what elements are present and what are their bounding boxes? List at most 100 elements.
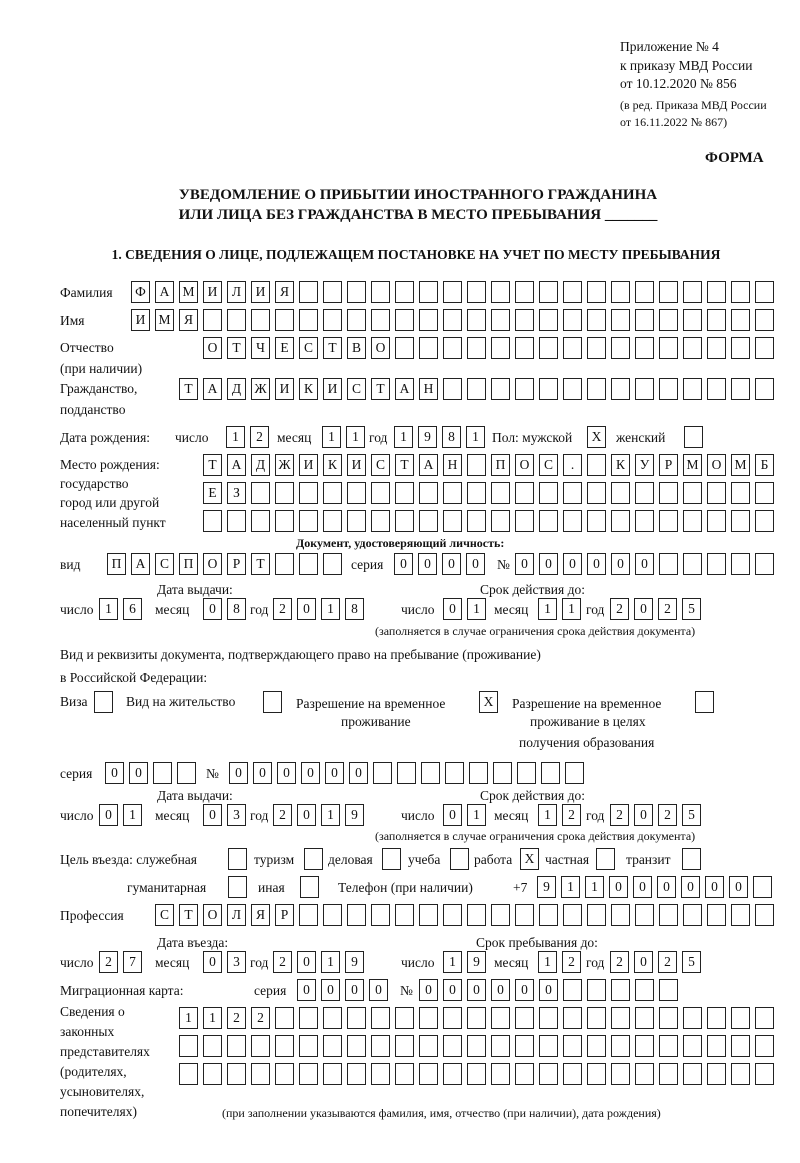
char-cell[interactable] <box>419 1007 438 1029</box>
char-cell[interactable] <box>419 1035 438 1057</box>
char-cell[interactable]: 8 <box>345 598 364 620</box>
purpose-other-checkbox[interactable] <box>300 876 324 898</box>
char-cell[interactable]: 3 <box>227 804 246 826</box>
char-cell[interactable] <box>635 337 654 359</box>
char-cell[interactable]: 2 <box>99 951 118 973</box>
char-cell[interactable]: 0 <box>539 979 558 1001</box>
char-cell[interactable] <box>635 281 654 303</box>
char-cell[interactable]: 0 <box>515 553 534 575</box>
char-cell[interactable] <box>635 1007 654 1029</box>
char-cell[interactable]: А <box>155 281 174 303</box>
char-cell[interactable]: 0 <box>634 951 653 973</box>
char-cell[interactable]: Т <box>371 378 390 400</box>
char-cell[interactable]: Р <box>275 904 294 926</box>
char-cell[interactable]: 1 <box>123 804 142 826</box>
char-cell[interactable]: 2 <box>250 426 269 448</box>
char-cell[interactable]: 1 <box>226 426 245 448</box>
char-cell[interactable]: А <box>419 454 438 476</box>
char-cell[interactable] <box>443 337 462 359</box>
char-cell[interactable]: С <box>155 904 174 926</box>
char-cell[interactable]: 2 <box>562 951 581 973</box>
char-cell[interactable] <box>611 309 630 331</box>
char-cell[interactable]: 0 <box>345 979 364 1001</box>
char-cell[interactable]: 0 <box>321 979 340 1001</box>
visa-checkbox[interactable] <box>94 691 118 713</box>
char-cell[interactable] <box>263 691 282 713</box>
char-cell[interactable]: С <box>371 454 390 476</box>
char-cell[interactable] <box>587 510 606 532</box>
char-cell[interactable] <box>684 426 703 448</box>
char-cell[interactable] <box>299 482 318 504</box>
char-cell[interactable]: 1 <box>561 876 580 898</box>
char-cell[interactable] <box>347 1007 366 1029</box>
char-cell[interactable] <box>659 510 678 532</box>
char-cell[interactable] <box>731 337 750 359</box>
purpose-official-checkbox[interactable] <box>228 848 252 870</box>
char-cell[interactable] <box>323 904 342 926</box>
char-cell[interactable]: 1 <box>321 804 340 826</box>
char-cell[interactable] <box>467 281 486 303</box>
char-cell[interactable] <box>323 553 342 575</box>
char-cell[interactable] <box>323 309 342 331</box>
char-cell[interactable]: 0 <box>419 979 438 1001</box>
char-cell[interactable]: Т <box>179 904 198 926</box>
char-cell[interactable] <box>587 979 606 1001</box>
char-cell[interactable]: И <box>131 309 150 331</box>
char-cell[interactable]: Ж <box>251 378 270 400</box>
char-cell[interactable] <box>755 281 774 303</box>
char-cell[interactable]: 5 <box>682 951 701 973</box>
char-cell[interactable]: 1 <box>346 426 365 448</box>
char-cell[interactable]: 0 <box>633 876 652 898</box>
char-cell[interactable]: 9 <box>467 951 486 973</box>
char-cell[interactable] <box>563 281 582 303</box>
char-cell[interactable]: 2 <box>658 804 677 826</box>
char-cell[interactable]: 0 <box>203 598 222 620</box>
char-cell[interactable] <box>635 510 654 532</box>
char-cell[interactable] <box>395 281 414 303</box>
char-cell[interactable] <box>683 553 702 575</box>
char-cell[interactable]: Т <box>323 337 342 359</box>
char-cell[interactable]: Б <box>755 454 774 476</box>
char-cell[interactable] <box>515 337 534 359</box>
char-cell[interactable]: 0 <box>443 979 462 1001</box>
char-cell[interactable]: 0 <box>105 762 124 784</box>
char-cell[interactable]: 1 <box>321 598 340 620</box>
char-cell[interactable] <box>445 762 464 784</box>
char-cell[interactable]: 0 <box>443 804 462 826</box>
char-cell[interactable]: 0 <box>129 762 148 784</box>
representatives-field-2[interactable] <box>179 1035 779 1057</box>
char-cell[interactable] <box>491 281 510 303</box>
char-cell[interactable] <box>611 904 630 926</box>
char-cell[interactable] <box>755 553 774 575</box>
char-cell[interactable]: Т <box>395 454 414 476</box>
char-cell[interactable] <box>635 309 654 331</box>
char-cell[interactable] <box>731 309 750 331</box>
char-cell[interactable] <box>275 1035 294 1057</box>
char-cell[interactable] <box>683 337 702 359</box>
char-cell[interactable] <box>395 1007 414 1029</box>
char-cell[interactable]: П <box>107 553 126 575</box>
char-cell[interactable]: 0 <box>681 876 700 898</box>
char-cell[interactable]: 2 <box>273 951 292 973</box>
char-cell[interactable] <box>515 309 534 331</box>
char-cell[interactable]: X <box>479 691 498 713</box>
char-cell[interactable] <box>491 510 510 532</box>
char-cell[interactable] <box>682 848 701 870</box>
char-cell[interactable] <box>443 1035 462 1057</box>
char-cell[interactable]: Р <box>659 454 678 476</box>
char-cell[interactable]: И <box>299 454 318 476</box>
char-cell[interactable] <box>419 510 438 532</box>
char-cell[interactable]: 0 <box>442 553 461 575</box>
char-cell[interactable]: Т <box>227 337 246 359</box>
char-cell[interactable] <box>421 762 440 784</box>
char-cell[interactable]: 0 <box>297 804 316 826</box>
